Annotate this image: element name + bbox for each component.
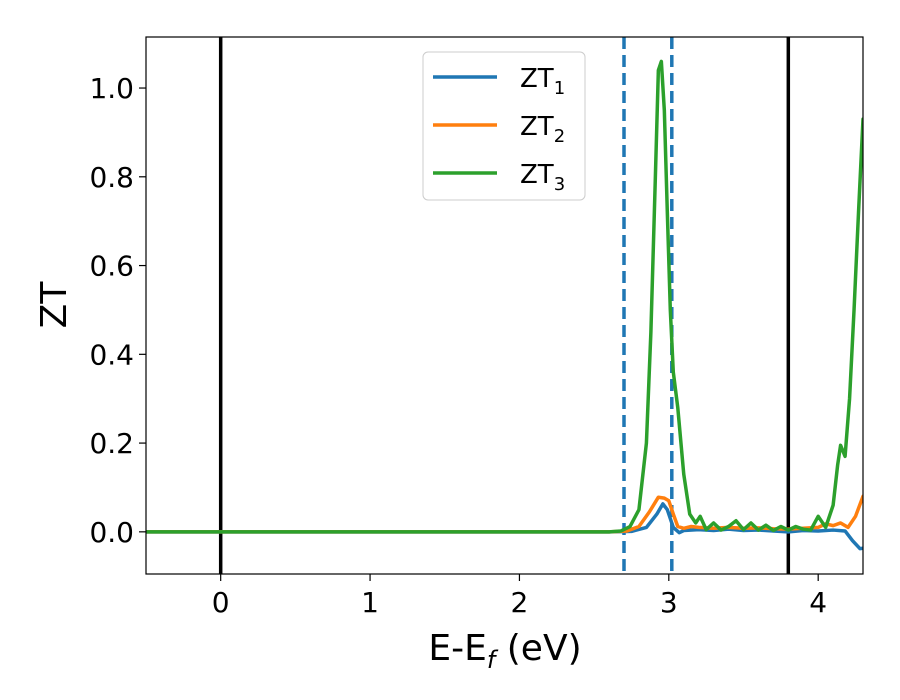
y-tick-label: 0.4 <box>89 338 134 371</box>
legend: ZT1 ZT2 ZT3 <box>422 51 586 201</box>
legend-label-zt1: ZT1 <box>520 64 565 99</box>
legend-frame <box>422 51 586 201</box>
axes-frame <box>145 36 864 575</box>
y-axis-label: ZT <box>34 281 75 329</box>
y-tick-label: 0.0 <box>89 516 134 549</box>
y-axis: 0.0 0.2 0.4 0.6 0.8 1.0 <box>89 72 146 549</box>
x-tick-label: 1 <box>361 586 379 619</box>
x-tick-label: 3 <box>660 586 678 619</box>
y-tick-label: 1.0 <box>89 72 134 105</box>
x-axis-label: E-Ef (eV) <box>428 628 581 674</box>
legend-label-zt3: ZT3 <box>520 160 565 195</box>
y-tick-label: 0.6 <box>89 250 134 283</box>
x-axis: 0 1 2 3 4 <box>212 574 827 619</box>
plot-area <box>146 37 863 574</box>
x-tick-label: 0 <box>212 586 230 619</box>
y-tick-label: 0.8 <box>89 161 134 194</box>
series-line-zt3 <box>146 59 863 534</box>
series-line-zt2 <box>146 494 863 534</box>
legend-label-zt2: ZT2 <box>520 112 565 147</box>
x-tick-label: 2 <box>511 586 529 619</box>
y-tick-label: 0.2 <box>89 427 134 460</box>
x-tick-label: 4 <box>809 586 827 619</box>
